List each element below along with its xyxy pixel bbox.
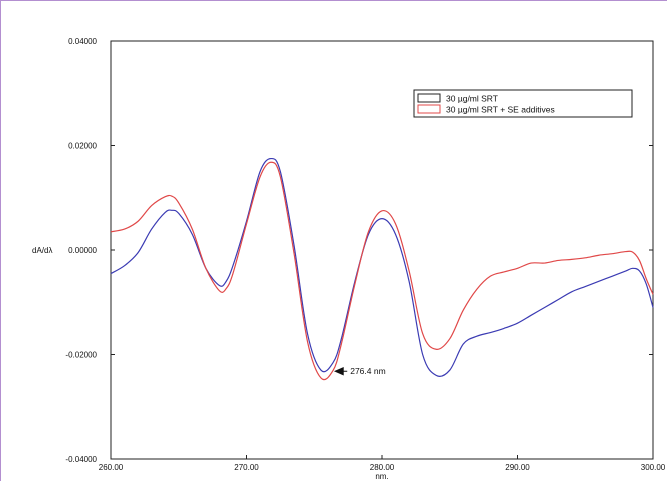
x-tick-label: 290.00	[505, 463, 530, 472]
annotation-arrow	[333, 366, 348, 376]
ticks: 260.00 270.00 280.00 290.00 300.00 0.04000 0.0…	[65, 37, 665, 472]
x-tick-label: 270.00	[234, 463, 259, 472]
x-tick-label: 260.00	[99, 463, 124, 472]
y-tick-label: 0.02000	[68, 142, 97, 151]
legend-swatch-1	[417, 93, 441, 103]
legend-entry-1: 30 µg/ml SRT	[417, 93, 498, 104]
series	[110, 157, 654, 381]
legend-entry-2: 30 µg/ml SRT + SE additives	[417, 104, 555, 115]
y-tick-label: 0.04000	[68, 37, 97, 46]
annotation-label: 276.4 nm	[350, 366, 385, 376]
annotation: 276.4 nm	[333, 366, 386, 376]
y-tick-label: -0.04000	[65, 455, 97, 464]
y-tick-label: 0.00000	[68, 246, 97, 255]
legend: 30 µg/ml SRT 30 µg/ml SRT + SE additives	[413, 89, 633, 118]
x-tick-label: 300.00	[641, 463, 666, 472]
legend-label-1: 30 µg/ml SRT	[446, 94, 498, 104]
y-tick-label: -0.02000	[65, 351, 97, 360]
x-axis-label: nm.	[375, 472, 388, 481]
series-line-2	[110, 161, 654, 381]
legend-label-2: 30 µg/ml SRT + SE additives	[446, 105, 555, 115]
legend-box	[413, 89, 633, 118]
series-line-1	[110, 157, 654, 378]
legend-swatch-2	[417, 104, 441, 114]
x-tick-label: 280.00	[370, 463, 395, 472]
y-axis-label: dA/dλ	[32, 246, 52, 255]
